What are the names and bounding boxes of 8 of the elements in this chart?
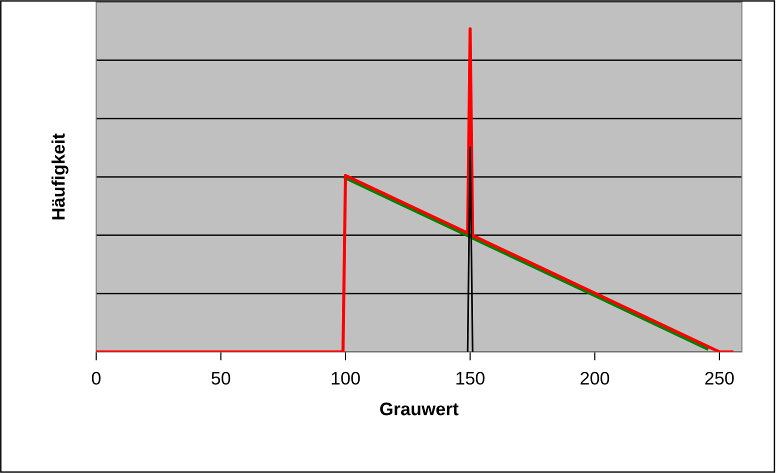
x-tick-label: 100 xyxy=(332,372,360,385)
x-axis-title: Grauwert xyxy=(380,402,458,416)
y-axis-title: Häufigkeit xyxy=(52,133,68,220)
x-tick-label: 200 xyxy=(580,372,610,385)
x-tick-label: 0 xyxy=(92,372,101,385)
x-tick-label: 150 xyxy=(456,372,484,385)
x-tick-label: 50 xyxy=(212,372,230,385)
x-tick-label: 250 xyxy=(705,372,734,385)
